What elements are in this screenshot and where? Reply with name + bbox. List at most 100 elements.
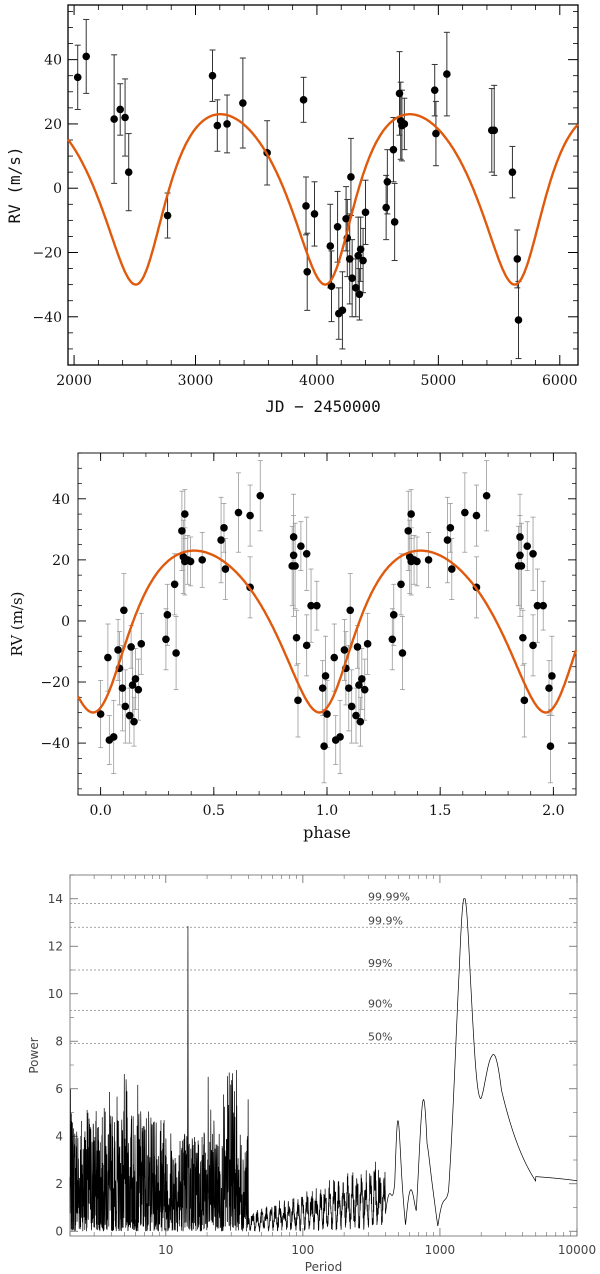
p1-data-point	[239, 99, 247, 107]
p2-data-point	[163, 611, 172, 619]
p2-data-point	[217, 536, 225, 544]
p2-data-point	[320, 742, 328, 750]
p2-data-point	[118, 684, 127, 692]
p2-data-point	[482, 491, 491, 500]
p2-data-point	[358, 675, 366, 683]
p2-data-point	[178, 527, 186, 535]
p2-data-point	[313, 601, 321, 610]
p1-data-point	[355, 290, 364, 299]
p1-data-point	[213, 121, 222, 130]
p1-data-point	[338, 306, 347, 315]
p2-ylabel: RV (m/s)	[8, 591, 26, 656]
p2-data-point	[130, 717, 138, 726]
p2-data-point	[519, 633, 527, 642]
p1-ytick-label: 20	[44, 117, 62, 133]
p2-data-point	[291, 562, 299, 570]
p2-data-point	[172, 649, 180, 657]
p2-xtick-label: 1.5	[429, 803, 451, 819]
p1-data-point	[310, 210, 319, 218]
p2-data-point	[297, 542, 305, 550]
p1-data-point	[208, 71, 217, 80]
p1-fit-curve	[67, 113, 579, 286]
p2-data-point	[533, 601, 542, 610]
rv-time-panel: 2000 3000 4000 5000 6000 40 20 0 −20 −40 JD − 2450…	[5, 4, 579, 416]
p2-data-point	[125, 711, 134, 720]
p2-data-point	[246, 511, 254, 520]
p1-data-point	[82, 52, 91, 61]
p2-data-point	[355, 681, 363, 689]
p2-data-point	[529, 549, 537, 558]
p1-xtick-label: 2000	[56, 373, 92, 389]
p3-ylabel: Power	[27, 1037, 41, 1073]
p2-data-point	[234, 508, 243, 517]
p1-data-point	[508, 168, 517, 176]
p2-data-point	[539, 601, 548, 610]
p1-data-point	[382, 203, 390, 212]
p1-data-point	[333, 222, 342, 231]
p3-plot-frame	[69, 874, 578, 1237]
p1-data-point	[361, 208, 370, 217]
p2-data-point	[292, 633, 301, 642]
p3-fap-label: 50%	[368, 1031, 392, 1044]
p2-ytick-label: 20	[52, 553, 70, 569]
p3-ytick-label: 8	[55, 1034, 63, 1048]
p2-data-point	[198, 556, 207, 564]
p1-data-point	[395, 89, 404, 98]
p2-data-point	[162, 635, 170, 644]
p1-data-point	[124, 168, 133, 176]
p2-data-point	[104, 653, 112, 662]
p2-data-point	[120, 606, 128, 615]
p1-data-point	[432, 129, 440, 138]
p2-data-point	[424, 556, 433, 564]
p1-xtick-label: 3000	[178, 373, 214, 389]
p2-data-point	[443, 536, 452, 544]
p1-data-point	[121, 113, 129, 122]
p2-data-point	[523, 542, 532, 550]
p2-data-point	[548, 672, 556, 680]
p2-data-point	[318, 684, 327, 692]
p1-data-point	[430, 86, 439, 94]
p1-data-point	[356, 245, 365, 254]
p3-fap-label: 99%	[368, 957, 392, 970]
p1-data-point	[347, 173, 355, 181]
p3-fap-label: 99.99%	[368, 891, 410, 904]
p2-data-point	[360, 685, 369, 694]
p2-ytick-label: −20	[40, 675, 70, 691]
p2-data-point	[131, 675, 140, 683]
p2-data-point	[447, 565, 456, 573]
p1-data-point	[359, 256, 367, 265]
p1-data-point	[163, 211, 172, 220]
p1-plot-frame	[67, 4, 579, 366]
p1-ytick-label: −40	[32, 310, 62, 326]
p1-ylabel: RV (m/s)	[5, 146, 24, 223]
p2-xtick-label: 2.0	[542, 803, 564, 819]
p2-data-point	[340, 646, 349, 654]
p1-ytick-label: −20	[32, 246, 62, 262]
p2-data-point	[134, 685, 143, 694]
p1-data-point	[345, 255, 354, 263]
p3-ytick-label: 4	[55, 1129, 63, 1143]
p2-fit-curve	[76, 549, 578, 714]
p2-data-point	[289, 533, 298, 541]
p2-data-point	[446, 524, 455, 532]
p2-data-point	[221, 565, 230, 573]
p1-data-point	[116, 105, 125, 114]
p2-data-point	[346, 606, 355, 615]
p2-data-point	[114, 646, 122, 654]
p1-xtick-label: 5000	[421, 373, 457, 389]
p2-data-point	[121, 702, 130, 711]
p2-data-point	[388, 635, 397, 644]
p3-ytick-label: 12	[48, 939, 63, 953]
p3-xlabel: Period	[305, 1260, 342, 1274]
p2-data-point	[356, 717, 365, 726]
p2-data-point	[302, 641, 311, 650]
p2-data-point	[323, 710, 331, 718]
p1-data-point	[110, 115, 118, 123]
p2-data-point	[404, 527, 413, 535]
p2-data-point	[302, 549, 311, 558]
p1-data-point	[400, 120, 409, 128]
p2-data-point	[307, 601, 315, 610]
p2-data-point	[294, 696, 302, 705]
p3-power-curve	[69, 898, 577, 1233]
